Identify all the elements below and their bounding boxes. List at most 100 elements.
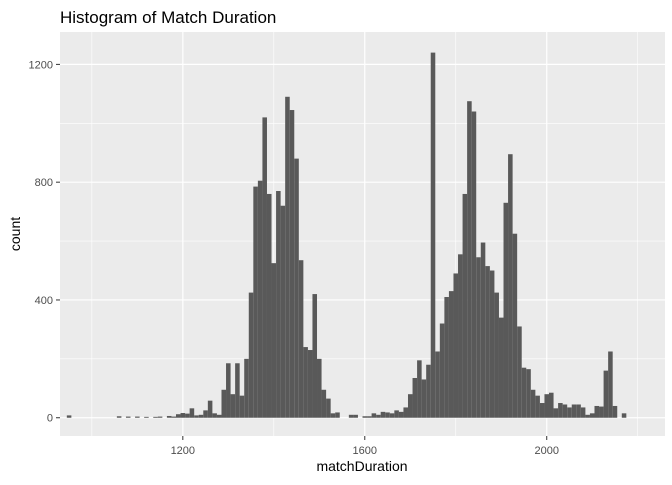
y-tick-label: 400 xyxy=(35,295,53,307)
histogram-bar xyxy=(189,408,195,418)
histogram-bar xyxy=(194,415,199,418)
histogram-bar xyxy=(266,193,272,418)
histogram-bar xyxy=(517,326,522,418)
x-axis-label: matchDuration xyxy=(316,458,407,474)
histogram-bar xyxy=(421,379,427,418)
histogram-bar xyxy=(212,413,217,418)
histogram-bar xyxy=(235,363,240,418)
histogram-bar xyxy=(248,292,254,418)
x-tick-label: 2000 xyxy=(534,445,558,457)
histogram-bar xyxy=(353,414,358,418)
histogram-bar xyxy=(480,242,486,418)
histogram-bar xyxy=(476,257,481,418)
histogram-bar xyxy=(335,412,340,418)
histogram-bar xyxy=(594,405,600,418)
histogram-bar xyxy=(239,395,245,418)
histogram-bar xyxy=(412,377,418,418)
histogram-bar xyxy=(253,186,258,418)
histogram-bar xyxy=(530,389,536,418)
histogram-bar xyxy=(398,411,404,418)
histogram-bar xyxy=(175,414,181,418)
histogram-bar xyxy=(385,412,390,418)
histogram-bar xyxy=(389,413,395,418)
histogram-bar xyxy=(508,154,513,418)
y-axis-label: count xyxy=(7,217,23,251)
histogram-bar xyxy=(180,413,186,418)
x-axis: 1200 1600 2000 xyxy=(171,436,559,457)
x-tick-label: 1600 xyxy=(353,445,377,457)
histogram-bar xyxy=(494,292,499,418)
histogram-bar xyxy=(298,260,304,418)
histogram-bar xyxy=(326,398,331,418)
histogram-bar xyxy=(317,358,322,418)
histogram-bar xyxy=(585,414,590,418)
histogram-bar xyxy=(498,317,504,418)
histogram-bar xyxy=(367,416,372,418)
y-tick-label: 1200 xyxy=(29,59,53,71)
histogram-bar xyxy=(285,96,290,418)
histogram-bar xyxy=(467,101,472,418)
histogram-bar xyxy=(435,351,440,418)
histogram-bar xyxy=(312,294,318,418)
histogram-bar xyxy=(612,405,618,418)
histogram-bar xyxy=(144,416,149,418)
histogram-bar xyxy=(294,158,299,418)
histogram-bar xyxy=(458,254,463,418)
histogram-bars xyxy=(66,52,627,418)
histogram-bar xyxy=(362,416,368,418)
histogram-bar xyxy=(307,350,313,418)
y-axis: 0 400 800 1200 xyxy=(29,59,60,425)
histogram-bar xyxy=(125,416,131,418)
histogram-bar xyxy=(599,406,604,418)
chart-title: Histogram of Match Duration xyxy=(60,8,276,27)
histogram-bar xyxy=(444,297,449,418)
histogram-bar xyxy=(271,263,277,418)
histogram-bar xyxy=(462,193,468,418)
histogram-bar xyxy=(330,413,336,418)
histogram-bar xyxy=(226,363,231,418)
histogram-bar xyxy=(198,414,204,418)
histogram-bar xyxy=(244,358,249,418)
histogram-bar xyxy=(430,52,436,418)
histogram-bar xyxy=(171,416,176,418)
histogram-bar xyxy=(407,394,413,418)
plot-panel xyxy=(60,32,665,436)
histogram-bar xyxy=(135,416,140,418)
histogram-bar xyxy=(203,410,208,418)
histogram-bar xyxy=(553,408,559,418)
histogram-bar xyxy=(216,414,222,418)
histogram-bar xyxy=(394,410,399,418)
histogram-bar xyxy=(185,413,190,418)
histogram-bar xyxy=(276,191,281,418)
histogram-bar xyxy=(116,416,122,418)
histogram-bar xyxy=(439,323,445,418)
histogram-bar xyxy=(348,414,354,418)
y-tick-label: 800 xyxy=(35,177,53,189)
histogram-bar xyxy=(230,394,236,418)
histogram-bar xyxy=(426,364,431,418)
histogram-bar xyxy=(453,273,459,418)
histogram-bar xyxy=(66,415,72,418)
histogram-bar xyxy=(539,403,545,418)
histogram-bar xyxy=(549,392,554,418)
histogram-bar xyxy=(526,369,531,418)
histogram-bar xyxy=(280,205,286,418)
histogram-bar xyxy=(576,404,581,418)
histogram-bar xyxy=(221,389,227,418)
histogram-bar xyxy=(521,367,527,418)
histogram-bar xyxy=(567,407,572,418)
histogram-bar xyxy=(485,266,490,418)
histogram-bar xyxy=(166,415,172,418)
histogram-bar xyxy=(535,395,540,418)
histogram-bar xyxy=(153,416,158,418)
histogram-bar xyxy=(157,416,163,418)
histogram-bar xyxy=(207,400,213,418)
histogram-bar xyxy=(608,351,613,418)
histogram-bar xyxy=(321,389,327,418)
histogram-bar xyxy=(257,180,263,418)
histogram-bar xyxy=(562,404,568,418)
histogram-bar xyxy=(376,414,381,418)
histogram-bar xyxy=(621,413,627,418)
histogram-bar xyxy=(580,407,586,418)
